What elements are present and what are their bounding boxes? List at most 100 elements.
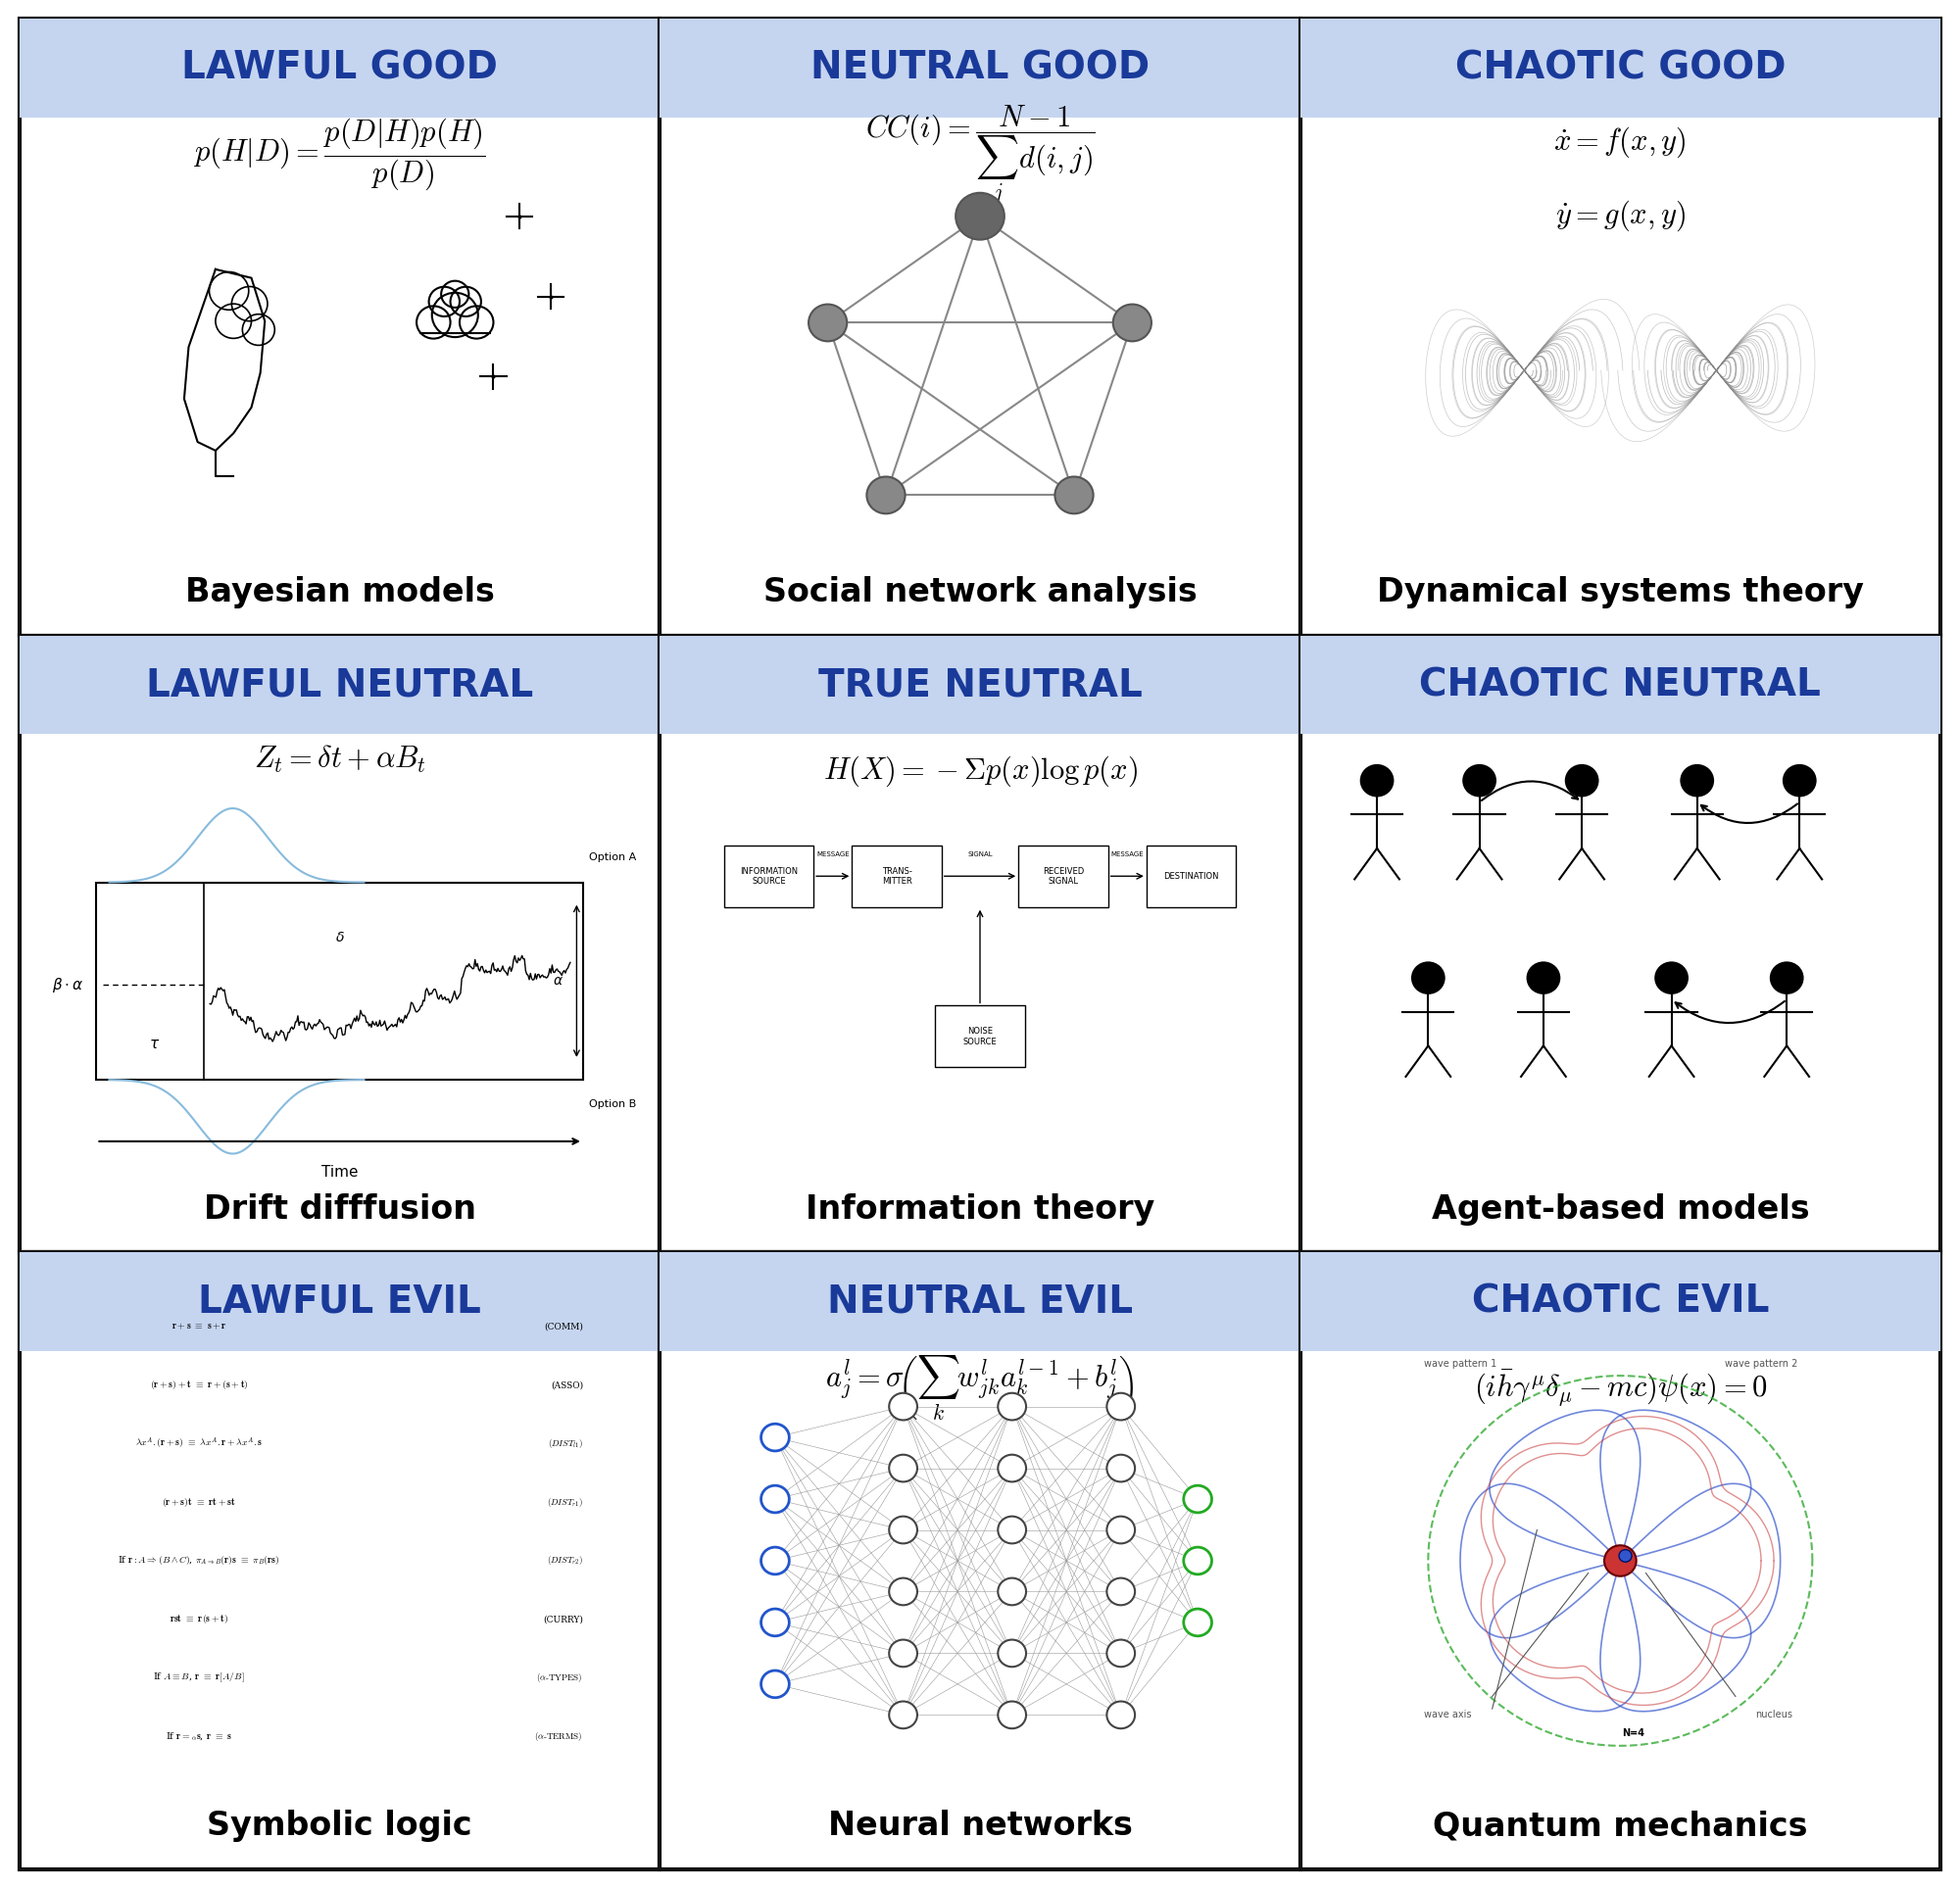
Bar xyxy=(96,882,582,1080)
Text: NEUTRAL EVIL: NEUTRAL EVIL xyxy=(827,1284,1133,1320)
Text: $p(H|D) = \dfrac{p(D|H)p(H)}{p(D)}$: $p(H|D) = \dfrac{p(D|H)p(H)}{p(D)}$ xyxy=(194,117,486,193)
Text: MESSAGE: MESSAGE xyxy=(1111,851,1145,857)
Text: Neural networks: Neural networks xyxy=(827,1811,1133,1843)
Text: $(\mathbf{r}+\mathbf{s})+\mathbf{t}$ $\equiv$ $\mathbf{r}+(\mathbf{s}+\mathbf{t}: $(\mathbf{r}+\mathbf{s})+\mathbf{t}$ $\e… xyxy=(149,1378,249,1391)
Text: INFORMATION
SOURCE: INFORMATION SOURCE xyxy=(739,867,798,885)
Text: Information theory: Information theory xyxy=(806,1193,1154,1225)
Text: wave pattern 1: wave pattern 1 xyxy=(1423,1359,1497,1369)
Circle shape xyxy=(956,193,1004,240)
Circle shape xyxy=(1360,765,1394,797)
Circle shape xyxy=(890,1578,917,1605)
Text: Symbolic logic: Symbolic logic xyxy=(208,1811,472,1843)
Text: $(\alpha\text{-TERMS})$: $(\alpha\text{-TERMS})$ xyxy=(535,1729,582,1743)
Text: Quantum mechanics: Quantum mechanics xyxy=(1433,1811,1807,1843)
Text: N=4: N=4 xyxy=(1621,1729,1644,1739)
Text: $a^l_j = \sigma\!\left(\sum_k w^l_{jk} a^{l-1}_k + b^l_j\right)$: $a^l_j = \sigma\!\left(\sum_k w^l_{jk} a… xyxy=(825,1354,1135,1424)
Circle shape xyxy=(890,1393,917,1420)
Text: CHAOTIC NEUTRAL: CHAOTIC NEUTRAL xyxy=(1419,666,1821,704)
Circle shape xyxy=(998,1393,1027,1420)
Circle shape xyxy=(760,1609,790,1637)
Circle shape xyxy=(1605,1544,1637,1576)
Circle shape xyxy=(1413,963,1445,993)
Circle shape xyxy=(760,1546,790,1575)
Text: TRUE NEUTRAL: TRUE NEUTRAL xyxy=(817,666,1143,704)
Circle shape xyxy=(1054,476,1094,514)
Circle shape xyxy=(1107,1454,1135,1482)
Text: RECEIVED
SIGNAL: RECEIVED SIGNAL xyxy=(1043,867,1084,885)
Text: $(i\bar{h}\gamma^\mu\delta_\mu - mc)\psi(x) = 0$: $(i\bar{h}\gamma^\mu\delta_\mu - mc)\psi… xyxy=(1474,1369,1766,1408)
Text: $\tau$: $\tau$ xyxy=(149,1037,161,1052)
Text: DESTINATION: DESTINATION xyxy=(1164,872,1219,880)
Circle shape xyxy=(760,1424,790,1452)
Circle shape xyxy=(760,1671,790,1697)
Text: LAWFUL EVIL: LAWFUL EVIL xyxy=(198,1284,482,1320)
Circle shape xyxy=(890,1639,917,1667)
Circle shape xyxy=(1107,1393,1135,1420)
Text: Time: Time xyxy=(321,1165,359,1180)
Text: If $\mathbf{r}=_\alpha\mathbf{s}$, $\mathbf{r}$ $\equiv$ $\mathbf{s}$: If $\mathbf{r}=_\alpha\mathbf{s}$, $\mat… xyxy=(165,1731,231,1743)
Text: NOISE
SOURCE: NOISE SOURCE xyxy=(962,1027,998,1046)
Text: LAWFUL NEUTRAL: LAWFUL NEUTRAL xyxy=(147,666,533,704)
Text: Bayesian models: Bayesian models xyxy=(184,576,494,608)
Circle shape xyxy=(1107,1639,1135,1667)
Text: $\mathbf{r}+\mathbf{s}$ $\equiv$ $\mathbf{s}+\mathbf{r}$: $\mathbf{r}+\mathbf{s}$ $\equiv$ $\mathb… xyxy=(171,1322,227,1331)
Circle shape xyxy=(1770,963,1803,993)
Circle shape xyxy=(998,1516,1027,1544)
Circle shape xyxy=(1464,765,1495,797)
Circle shape xyxy=(998,1578,1027,1605)
Circle shape xyxy=(1107,1516,1135,1544)
Circle shape xyxy=(890,1454,917,1482)
Text: $\dot{x} = f(x,y)$: $\dot{x} = f(x,y)$ xyxy=(1554,125,1688,160)
Text: CHAOTIC EVIL: CHAOTIC EVIL xyxy=(1472,1284,1770,1320)
Circle shape xyxy=(1784,765,1815,797)
Text: MESSAGE: MESSAGE xyxy=(815,851,849,857)
Text: $\mathbf{rst}$ $\equiv$ $\mathbf{r}(\mathbf{s}+\mathbf{t})$: $\mathbf{rst}$ $\equiv$ $\mathbf{r}(\mat… xyxy=(169,1612,229,1626)
Circle shape xyxy=(1682,765,1713,797)
Circle shape xyxy=(998,1454,1027,1482)
Text: $CC(i) = \dfrac{N-1}{\underset{j}{\sum} d(i,j)}$: $CC(i) = \dfrac{N-1}{\underset{j}{\sum} … xyxy=(864,104,1096,206)
Text: If $A\equiv B$, $\mathbf{r}$ $\equiv$ $\mathbf{r}[A/B]$: If $A\equiv B$, $\mathbf{r}$ $\equiv$ $\… xyxy=(153,1671,245,1684)
Bar xyxy=(1299,19,1940,117)
Text: $H(X) = -\Sigma p(x)\log p(x)$: $H(X) = -\Sigma p(x)\log p(x)$ xyxy=(823,753,1137,789)
Circle shape xyxy=(866,476,906,514)
Circle shape xyxy=(998,1639,1027,1667)
Text: $\alpha$: $\alpha$ xyxy=(553,974,564,987)
Bar xyxy=(661,636,1299,734)
Text: Option A: Option A xyxy=(590,853,637,863)
Text: TRANS-
MITTER: TRANS- MITTER xyxy=(882,867,911,885)
Circle shape xyxy=(890,1701,917,1729)
Text: $Z_t = \delta t + \alpha B_t$: $Z_t = \delta t + \alpha B_t$ xyxy=(253,744,425,774)
Circle shape xyxy=(1656,963,1688,993)
Bar xyxy=(661,1252,1299,1352)
Text: $(\mathbf{r}+\mathbf{s})\mathbf{t}$ $\equiv$ $\mathbf{rt}+\mathbf{st}$: $(\mathbf{r}+\mathbf{s})\mathbf{t}$ $\eq… xyxy=(163,1495,235,1509)
Text: $(DIST_{r2})$: $(DIST_{r2})$ xyxy=(547,1554,582,1567)
Circle shape xyxy=(1619,1550,1633,1561)
Text: nucleus: nucleus xyxy=(1756,1711,1793,1720)
Circle shape xyxy=(890,1516,917,1544)
Circle shape xyxy=(1184,1486,1211,1512)
Text: $(\alpha\text{-TYPES})$: $(\alpha\text{-TYPES})$ xyxy=(537,1671,582,1684)
Text: Dynamical systems theory: Dynamical systems theory xyxy=(1376,576,1864,608)
Circle shape xyxy=(760,1486,790,1512)
Bar xyxy=(20,636,661,734)
Text: wave pattern 2: wave pattern 2 xyxy=(1725,1359,1797,1369)
Circle shape xyxy=(1184,1546,1211,1575)
Text: If $\mathbf{r}:A\Rightarrow(B\wedge C)$, $\pi_{A\Rightarrow B}(\mathbf{r})\mathb: If $\mathbf{r}:A\Rightarrow(B\wedge C)$,… xyxy=(118,1554,280,1567)
Bar xyxy=(1299,636,1940,734)
Bar xyxy=(935,1006,1025,1067)
Circle shape xyxy=(1107,1701,1135,1729)
Circle shape xyxy=(1566,765,1597,797)
Bar xyxy=(20,1252,661,1352)
Circle shape xyxy=(1113,304,1151,342)
Text: (COMM): (COMM) xyxy=(545,1322,582,1331)
Text: $(DIST_{l1})$: $(DIST_{l1})$ xyxy=(547,1437,582,1450)
Circle shape xyxy=(998,1701,1027,1729)
Text: (CURRY): (CURRY) xyxy=(543,1614,582,1624)
Text: $\dot{y} = g(x,y)$: $\dot{y} = g(x,y)$ xyxy=(1554,198,1686,234)
Text: $\lambda x^A.(\mathbf{r}+\mathbf{s})$ $\equiv$ $\lambda x^A.\mathbf{r}+\lambda x: $\lambda x^A.(\mathbf{r}+\mathbf{s})$ $\… xyxy=(135,1437,263,1452)
Text: Agent-based models: Agent-based models xyxy=(1431,1193,1809,1225)
Text: CHAOTIC GOOD: CHAOTIC GOOD xyxy=(1454,49,1786,87)
Circle shape xyxy=(1107,1578,1135,1605)
Text: wave axis: wave axis xyxy=(1423,1711,1472,1720)
Text: $\delta$: $\delta$ xyxy=(335,931,345,944)
